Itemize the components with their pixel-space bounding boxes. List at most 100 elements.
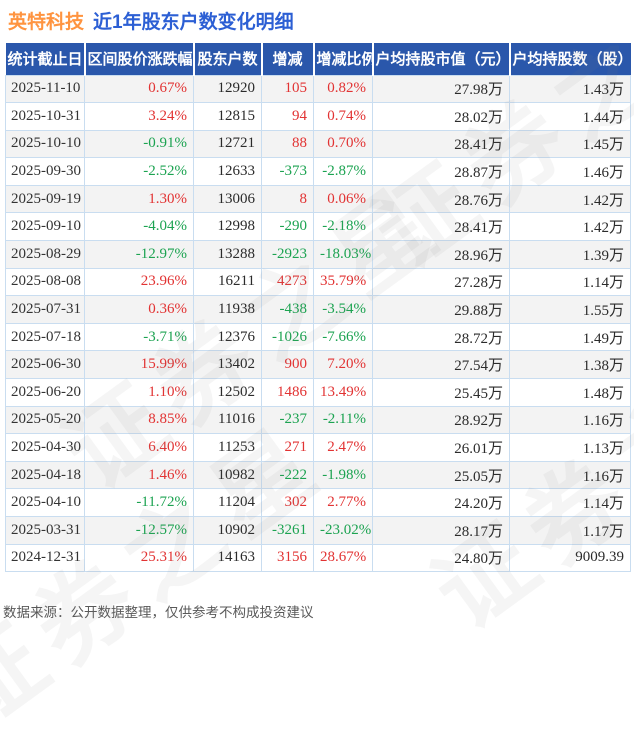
avg-holding-shares-cell: 1.39万 <box>509 240 631 269</box>
delta-pct-cell: 13.49% <box>313 378 373 407</box>
holder-count-cell: 12633 <box>193 157 262 186</box>
delta-pct-cell: -23.02% <box>313 516 373 545</box>
avg-holding-value-cell: 28.02万 <box>372 102 510 131</box>
delta-cell: 271 <box>261 433 314 462</box>
avg-holding-shares-cell: 1.16万 <box>509 460 631 490</box>
delta-cell: -237 <box>261 405 314 435</box>
price-change-cell: 1.46% <box>84 460 194 490</box>
price-change-cell: 3.24% <box>84 102 194 131</box>
date-cell: 2025-04-18 <box>5 460 85 490</box>
delta-pct-cell: -2.87% <box>313 157 373 186</box>
holder-count-cell: 12920 <box>193 74 262 104</box>
holder-count-cell: 16211 <box>193 267 262 297</box>
holder-count-cell: 13006 <box>193 184 262 214</box>
column-header-price-change-cell: 区间股价涨跌幅 <box>83 43 194 75</box>
delta-pct-cell: -18.03% <box>313 240 373 269</box>
date-cell: 2025-09-10 <box>5 212 85 242</box>
avg-holding-value-cell: 27.54万 <box>372 350 510 380</box>
delta-cell: 105 <box>261 74 314 104</box>
date-cell: 2025-04-30 <box>5 433 85 462</box>
delta-cell: -290 <box>261 212 314 242</box>
avg-holding-value-cell: 28.76万 <box>372 184 510 214</box>
holder-count-cell: 12376 <box>193 322 262 352</box>
table-row: 2025-07-31 0.36% 11938 -438 -3.54% 29.88万 1.55… <box>5 295 631 324</box>
table-header: 统计截止日 区间股价涨跌幅 股东户数 增减 增减比例 户均持股市值（元） 户均持股数（股） <box>5 43 631 75</box>
column-header-avg-holding-shares-cell: 户均持股数（股） <box>508 43 631 75</box>
table-row: 2025-04-18 1.46% 10982 -222 -1.98% 25.05万 1.16… <box>5 460 631 490</box>
avg-holding-shares-cell: 1.49万 <box>509 322 631 352</box>
table-row: 2025-08-08 23.96% 16211 4273 35.79% 27.28万 1.1… <box>5 267 631 297</box>
delta-cell: 3156 <box>261 543 314 573</box>
avg-holding-value-cell: 28.92万 <box>372 405 510 435</box>
date-cell: 2025-06-30 <box>5 350 85 380</box>
delta-cell: 4273 <box>261 267 314 297</box>
avg-holding-shares-cell: 1.13万 <box>509 433 631 462</box>
holder-count-cell: 14163 <box>193 543 262 573</box>
table-row: 2025-09-10 -4.04% 12998 -290 -2.18% 28.41万 1.4… <box>5 212 631 242</box>
table-row: 2025-04-10 -11.72% 11204 302 2.77% 24.20万 1.14… <box>5 488 631 517</box>
delta-cell: -373 <box>261 157 314 186</box>
price-change-cell: 0.36% <box>84 295 194 324</box>
avg-holding-value-cell: 28.41万 <box>372 212 510 242</box>
table-row: 2024-12-31 25.31% 14163 3156 28.67% 24.80万 900… <box>5 543 631 573</box>
table-row: 2025-10-10 -0.91% 12721 88 0.70% 28.41万 1.45万 <box>5 129 631 159</box>
date-cell: 2025-05-20 <box>5 405 85 435</box>
column-header-holder-count-cell: 股东户数 <box>192 43 262 75</box>
date-cell: 2025-09-19 <box>5 184 85 214</box>
delta-cell: -222 <box>261 460 314 490</box>
delta-pct-cell: 28.67% <box>313 543 373 573</box>
delta-pct-cell: -1.98% <box>313 460 373 490</box>
delta-pct-cell: -3.54% <box>313 295 373 324</box>
date-cell: 2025-06-20 <box>5 378 85 407</box>
price-change-cell: -0.91% <box>84 129 194 159</box>
price-change-cell: -2.52% <box>84 157 194 186</box>
holder-count-cell: 11938 <box>193 295 262 324</box>
date-cell: 2025-11-10 <box>5 74 85 104</box>
delta-pct-cell: 0.74% <box>313 102 373 131</box>
date-cell: 2025-10-10 <box>5 129 85 159</box>
holders-change-table-container: 统计截止日 区间股价涨跌幅 股东户数 增减 增减比例 户均持股市值（元） 户均持股数（股） … <box>5 43 631 573</box>
avg-holding-shares-cell: 1.44万 <box>509 102 631 131</box>
avg-holding-shares-cell: 1.55万 <box>509 295 631 324</box>
date-cell: 2024-12-31 <box>5 543 85 573</box>
avg-holding-value-cell: 28.96万 <box>372 240 510 269</box>
holder-count-cell: 10902 <box>193 516 262 545</box>
avg-holding-shares-cell: 1.43万 <box>509 74 631 104</box>
table-row: 2025-09-30 -2.52% 12633 -373 -2.87% 28.87万 1.4… <box>5 157 631 186</box>
avg-holding-value-cell: 25.05万 <box>372 460 510 490</box>
table-row: 2025-06-20 1.10% 12502 1486 13.49% 25.45万 1.48… <box>5 378 631 407</box>
holders-change-table: 统计截止日 区间股价涨跌幅 股东户数 增减 增减比例 户均持股市值（元） 户均持股数（股） … <box>5 43 631 573</box>
price-change-cell: -3.71% <box>84 322 194 352</box>
date-cell: 2025-10-31 <box>5 102 85 131</box>
delta-cell: -3261 <box>261 516 314 545</box>
avg-holding-shares-cell: 1.48万 <box>509 378 631 407</box>
delta-cell: 8 <box>261 184 314 214</box>
table-row: 2025-06-30 15.99% 13402 900 7.20% 27.54万 1.38万 <box>5 350 631 380</box>
avg-holding-shares-cell: 1.46万 <box>509 157 631 186</box>
avg-holding-shares-cell: 9009.39 <box>509 543 631 573</box>
price-change-cell: 6.40% <box>84 433 194 462</box>
column-header-delta-pct-cell: 增减比例 <box>312 43 373 75</box>
avg-holding-shares-cell: 1.45万 <box>509 129 631 159</box>
date-cell: 2025-07-31 <box>5 295 85 324</box>
avg-holding-shares-cell: 1.14万 <box>509 267 631 297</box>
date-cell: 2025-08-29 <box>5 240 85 269</box>
price-change-cell: 23.96% <box>84 267 194 297</box>
page-title: 英特科技 近1年股东户数变化明细 <box>8 7 294 34</box>
table-row: 2025-11-10 0.67% 12920 105 0.82% 27.98万 1.43万 <box>5 74 631 104</box>
avg-holding-shares-cell: 1.16万 <box>509 405 631 435</box>
column-header-date-cell: 统计截止日 <box>5 43 85 75</box>
delta-cell: 88 <box>261 129 314 159</box>
avg-holding-value-cell: 25.45万 <box>372 378 510 407</box>
holders-table-body: 2025-11-10 0.67% 12920 105 0.82% 27.98万 1.43万 2… <box>5 74 631 573</box>
date-cell: 2025-07-18 <box>5 322 85 352</box>
holder-count-cell: 10982 <box>193 460 262 490</box>
price-change-cell: 8.85% <box>84 405 194 435</box>
delta-cell: 900 <box>261 350 314 380</box>
date-cell: 2025-04-10 <box>5 488 85 517</box>
avg-holding-value-cell: 24.80万 <box>372 543 510 573</box>
holder-count-cell: 11204 <box>193 488 262 517</box>
table-row: 2025-03-31 -12.57% 10902 -3261 -23.02% 28.17万… <box>5 516 631 545</box>
data-source-note: 数据来源：公开数据整理，仅供参考不构成投资建议 <box>3 605 314 620</box>
holder-count-cell: 12502 <box>193 378 262 407</box>
